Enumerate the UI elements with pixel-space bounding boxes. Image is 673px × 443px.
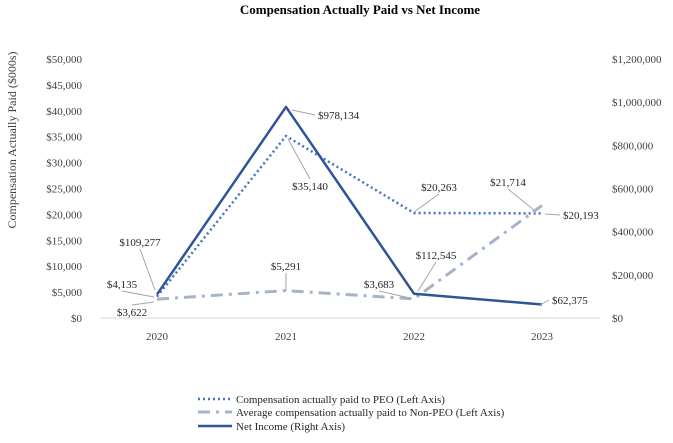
data-label: $62,375 <box>552 295 588 307</box>
data-label: $3,683 <box>364 279 395 291</box>
x-tick-label: 2021 <box>275 331 297 343</box>
data-label-leader <box>131 301 155 306</box>
data-label: $35,140 <box>292 181 328 193</box>
data-label-leader <box>139 248 156 291</box>
legend-label: Compensation actually paid to PEO (Left … <box>236 394 445 406</box>
data-label: $3,622 <box>117 307 147 319</box>
left-tick-label: $25,000 <box>46 184 82 196</box>
legend: Compensation actually paid to PEO (Left … <box>198 394 505 433</box>
right-axis-ticks: $0 $200,000 $400,000 $600,000 $800,000 $1,000… <box>612 54 662 325</box>
y-axis-label: Compensation Actually Paid ($000s) <box>5 52 19 229</box>
right-tick-label: $800,000 <box>612 140 654 152</box>
legend-label: Average compensation actually paid to No… <box>236 407 505 419</box>
x-tick-label: 2020 <box>146 331 169 343</box>
data-label: $20,263 <box>421 182 457 194</box>
series-line-3 <box>155 105 543 306</box>
data-label-leader <box>291 109 316 116</box>
data-label: $4,135 <box>107 279 138 291</box>
data-labels: $4,135 $35,140 $20,263 $20,193 $3,622 $5,291 $… <box>107 109 599 319</box>
legend-label: Net Income (Right Axis) <box>236 421 345 433</box>
right-tick-label: $1,200,000 <box>612 54 662 66</box>
data-label: $112,545 <box>416 250 457 262</box>
data-label-leader <box>417 261 437 292</box>
left-tick-label: $30,000 <box>46 158 82 170</box>
data-label-leader <box>507 188 535 211</box>
left-tick-label: $10,000 <box>46 261 82 273</box>
right-tick-label: $0 <box>612 313 624 325</box>
data-label-leader <box>378 290 411 299</box>
series-line-2 <box>156 204 543 301</box>
chart-title: Compensation Actually Paid vs Net Income <box>240 2 480 17</box>
data-label-leader <box>413 193 440 213</box>
data-label-leader <box>539 299 550 306</box>
left-axis-ticks: $0 $5,000 $10,000 $15,000 $20,000 $25,000 $30,… <box>46 54 82 325</box>
data-label: $20,193 <box>563 210 599 222</box>
series-line-1 <box>156 134 543 298</box>
left-tick-label: $35,000 <box>46 132 82 144</box>
left-tick-label: $15,000 <box>46 235 82 247</box>
x-tick-label: 2022 <box>403 331 425 343</box>
right-tick-label: $600,000 <box>612 184 654 196</box>
data-label: $5,291 <box>271 261 301 273</box>
left-tick-label: $5,000 <box>52 287 83 299</box>
series-lines <box>155 105 543 306</box>
x-axis-ticks: 2020 2021 2022 2023 <box>146 331 554 343</box>
right-tick-label: $1,000,000 <box>612 97 662 109</box>
left-tick-label: $0 <box>71 313 83 325</box>
data-label: $21,714 <box>490 177 526 189</box>
right-tick-label: $400,000 <box>612 227 654 239</box>
left-tick-label: $20,000 <box>46 209 82 221</box>
data-label: $109,277 <box>119 237 161 249</box>
left-tick-label: $45,000 <box>46 80 82 92</box>
left-tick-label: $40,000 <box>46 106 82 118</box>
data-label-leader <box>287 138 311 180</box>
data-label: $978,134 <box>318 110 360 122</box>
data-label-leader <box>121 290 155 298</box>
right-tick-label: $200,000 <box>612 270 654 282</box>
data-label-leader <box>544 213 561 216</box>
x-tick-label: 2023 <box>531 331 554 343</box>
left-tick-label: $50,000 <box>46 54 82 66</box>
